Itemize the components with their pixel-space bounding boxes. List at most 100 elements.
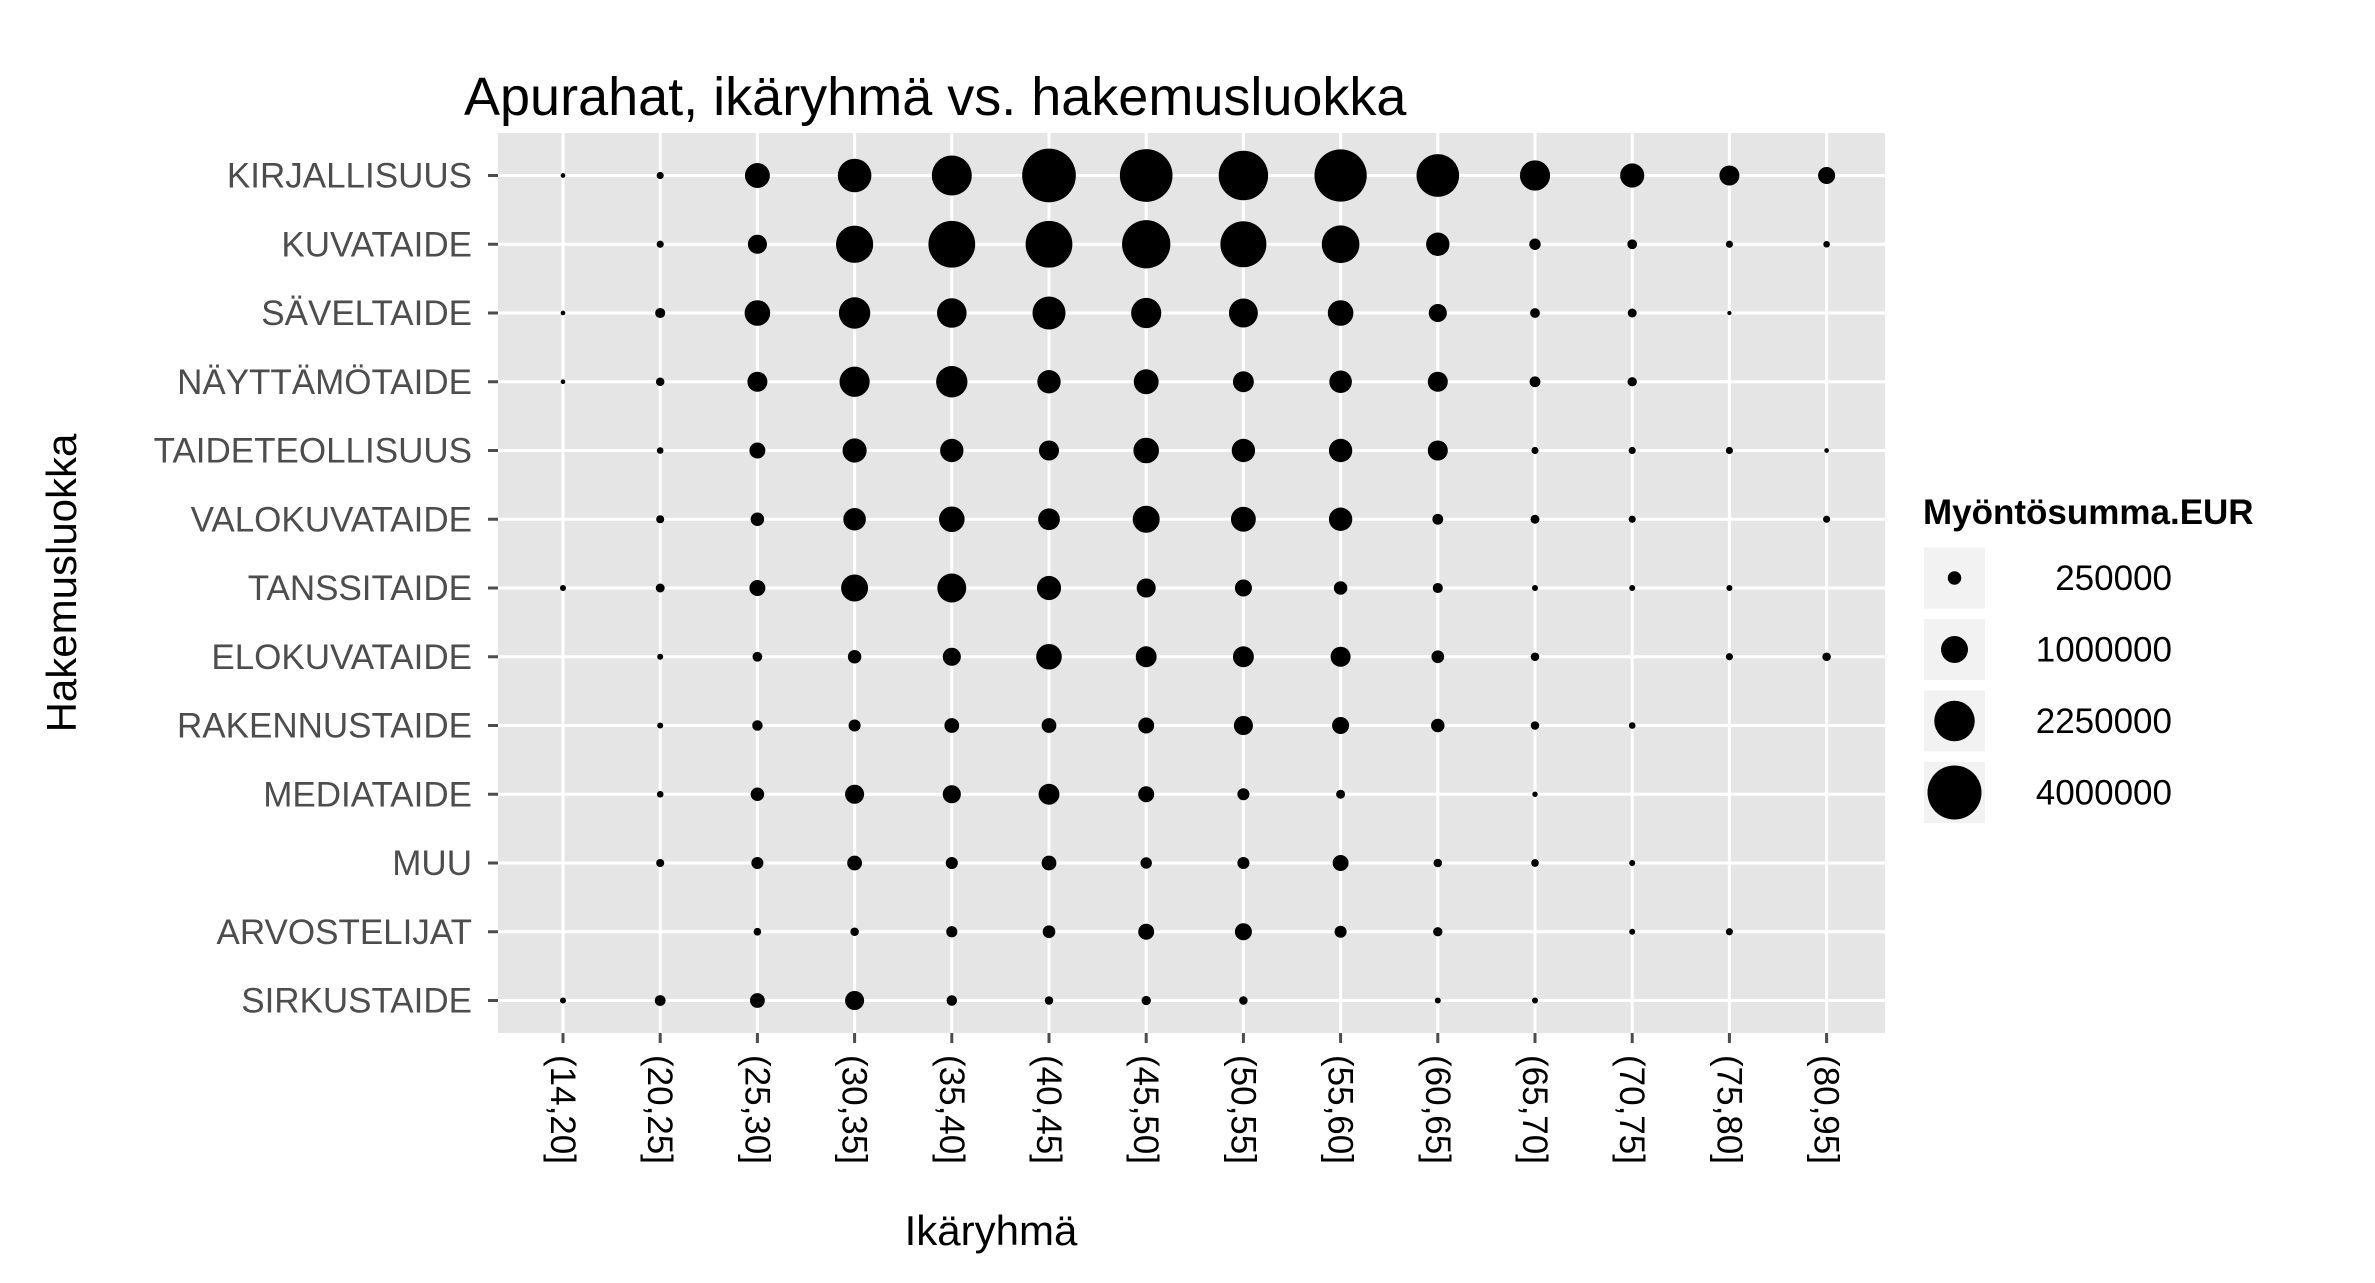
data-point — [656, 858, 665, 868]
x-tick-label: (60,65] — [1418, 1055, 1457, 1164]
data-point — [1136, 578, 1156, 598]
data-point — [1122, 220, 1171, 269]
data-point — [944, 718, 960, 733]
data-point — [656, 240, 664, 248]
data-point — [1036, 643, 1062, 670]
data-point — [752, 720, 763, 731]
y-tick-label: MUU — [392, 844, 472, 883]
data-point — [838, 297, 871, 329]
data-point — [847, 855, 862, 871]
x-tick-label: (14,20] — [543, 1055, 582, 1164]
data-point — [655, 583, 665, 593]
data-point — [560, 310, 566, 316]
y-tick-label: TANSSITAIDE — [248, 569, 472, 608]
data-point — [1433, 858, 1443, 868]
data-point — [1038, 440, 1060, 461]
data-point — [1431, 718, 1445, 733]
data-point — [946, 995, 958, 1006]
data-point — [1038, 783, 1060, 805]
data-point — [1119, 149, 1173, 202]
data-point — [1530, 652, 1540, 662]
y-tick-label: ARVOSTELIJAT — [217, 913, 472, 952]
data-point — [1725, 446, 1733, 455]
size-legend: Myöntösumma.EUR 250000 1000000 2250000 4000… — [1922, 493, 2254, 825]
data-point — [1434, 997, 1441, 1004]
data-point — [946, 926, 958, 938]
data-point — [841, 574, 869, 602]
data-point — [1532, 791, 1538, 797]
legend-title: Myöntösumma.EUR — [1923, 493, 2254, 532]
data-point — [1627, 377, 1637, 387]
data-point — [1531, 859, 1539, 867]
data-point — [1037, 370, 1061, 394]
data-point — [655, 307, 666, 319]
data-point — [1824, 448, 1829, 453]
chart-title: Apurahat, ikäryhmä vs. hakemusluokka — [464, 67, 1407, 127]
y-tick-label: MEDIATAIDE — [263, 775, 472, 814]
y-tick-label: KIRJALLISUUS — [227, 157, 472, 196]
data-point — [1530, 721, 1540, 730]
data-point — [1334, 925, 1347, 938]
data-point — [1314, 149, 1367, 202]
data-point — [753, 927, 762, 936]
data-point — [1138, 786, 1155, 803]
data-point — [1138, 717, 1155, 734]
data-point — [1725, 928, 1733, 936]
data-point — [1529, 376, 1541, 388]
data-point — [1823, 240, 1830, 248]
data-point — [749, 442, 766, 459]
data-point — [1132, 505, 1160, 533]
data-point — [1629, 859, 1636, 867]
data-point — [1138, 923, 1155, 940]
data-point — [1822, 652, 1831, 662]
legend-key-point — [1947, 571, 1962, 585]
data-point — [938, 506, 965, 533]
data-point — [1336, 789, 1346, 799]
data-point — [1530, 308, 1540, 318]
data-point — [749, 580, 766, 596]
data-point — [1530, 514, 1540, 524]
data-point — [1231, 438, 1256, 463]
data-point — [1432, 582, 1443, 594]
data-point — [942, 785, 961, 804]
legend-label: 2250000 — [2036, 702, 2172, 741]
data-point — [1823, 515, 1831, 523]
data-point — [747, 234, 767, 254]
data-point — [1141, 995, 1151, 1006]
data-point — [751, 856, 764, 870]
data-point — [1237, 856, 1250, 870]
x-tick-label: (50,55] — [1223, 1055, 1262, 1164]
x-tick-label: (25,30] — [737, 1055, 776, 1164]
data-point — [850, 927, 859, 937]
x-tick-label: (65,70] — [1515, 1055, 1554, 1164]
y-tick-label: TAIDETEOLLISUUS — [154, 432, 472, 471]
data-point — [1432, 513, 1444, 525]
y-tick-label: VALOKUVATAIDE — [191, 500, 472, 539]
x-tick-label: (70,75] — [1612, 1055, 1651, 1164]
data-point — [1329, 370, 1352, 394]
data-point — [559, 584, 567, 592]
data-point — [945, 856, 958, 870]
data-point — [1022, 148, 1076, 203]
data-point — [1330, 646, 1351, 667]
data-point — [1230, 506, 1256, 532]
data-point — [937, 573, 967, 603]
data-point — [1332, 716, 1350, 735]
data-point — [1531, 446, 1539, 455]
data-point — [1416, 154, 1460, 197]
data-point — [559, 997, 567, 1004]
data-point — [1427, 371, 1448, 392]
data-point — [750, 512, 765, 526]
x-tick-label: (20,25] — [640, 1055, 679, 1164]
data-point — [1332, 855, 1349, 871]
data-point — [1719, 165, 1740, 186]
data-point — [1727, 310, 1732, 316]
data-point — [1427, 440, 1448, 461]
data-point — [1041, 718, 1057, 733]
data-point — [1140, 857, 1152, 869]
x-tick-label: (45,50] — [1126, 1055, 1165, 1164]
plot-panel — [498, 133, 1885, 1033]
data-point — [1620, 163, 1645, 188]
data-point — [560, 379, 566, 385]
y-tick-label: ELOKUVATAIDE — [211, 638, 472, 677]
